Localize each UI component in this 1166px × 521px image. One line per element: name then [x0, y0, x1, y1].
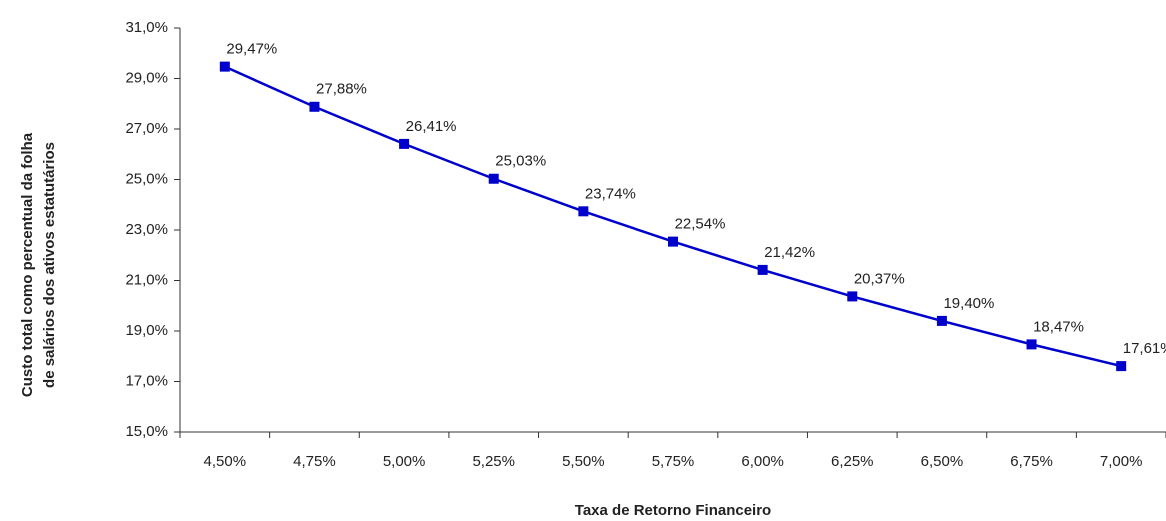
- y-tick-label: 23,0%: [125, 221, 168, 238]
- x-tick-label: 5,25%: [472, 453, 515, 470]
- y-tick-label: 29,0%: [125, 69, 168, 86]
- marker: [578, 206, 589, 217]
- y-axis-label: Custo total como percentual da folha: [19, 132, 36, 397]
- x-tick-label: 5,00%: [383, 453, 426, 470]
- data-label: 21,42%: [764, 244, 815, 261]
- marker: [488, 173, 499, 184]
- data-label: 18,47%: [1033, 318, 1084, 335]
- data-label: 26,41%: [406, 118, 457, 135]
- x-tick-label: 6,50%: [921, 453, 964, 470]
- marker: [1026, 339, 1037, 350]
- marker: [936, 315, 947, 326]
- x-tick-label: 6,75%: [1010, 453, 1053, 470]
- marker: [1116, 361, 1127, 372]
- y-axis-label: de salários dos ativos estatutários: [41, 142, 58, 388]
- x-tick-label: 4,75%: [293, 453, 336, 470]
- data-label: 22,54%: [675, 216, 726, 233]
- x-tick-label: 6,25%: [831, 453, 874, 470]
- data-label: 29,47%: [226, 41, 277, 58]
- y-tick-label: 21,0%: [125, 271, 168, 288]
- x-tick-label: 5,75%: [652, 453, 695, 470]
- data-label: 19,40%: [943, 295, 994, 312]
- data-label: 23,74%: [585, 185, 636, 202]
- marker: [219, 61, 230, 72]
- data-label: 20,37%: [854, 270, 905, 287]
- data-label: 17,61%: [1123, 340, 1166, 357]
- marker: [668, 236, 678, 247]
- y-tick-label: 31,0%: [125, 19, 168, 36]
- x-tick-label: 5,50%: [562, 453, 605, 470]
- y-tick-label: 15,0%: [125, 423, 168, 440]
- y-tick-label: 25,0%: [125, 170, 168, 187]
- y-tick-label: 19,0%: [125, 322, 168, 339]
- marker: [847, 291, 858, 302]
- y-tick-label: 17,0%: [125, 372, 168, 389]
- line: [224, 65, 1122, 368]
- x-tick-label: 6,00%: [741, 453, 784, 470]
- data-label: 27,88%: [316, 81, 367, 98]
- marker: [757, 264, 768, 275]
- y-tick-label: 27,0%: [125, 120, 168, 137]
- x-tick-label: 7,00%: [1100, 453, 1143, 470]
- data-label: 25,03%: [495, 153, 546, 170]
- x-axis-label: Taxa de Retorno Financeiro: [575, 502, 771, 519]
- marker: [309, 101, 320, 112]
- x-tick-label: 4,50%: [204, 453, 247, 470]
- marker: [399, 138, 410, 149]
